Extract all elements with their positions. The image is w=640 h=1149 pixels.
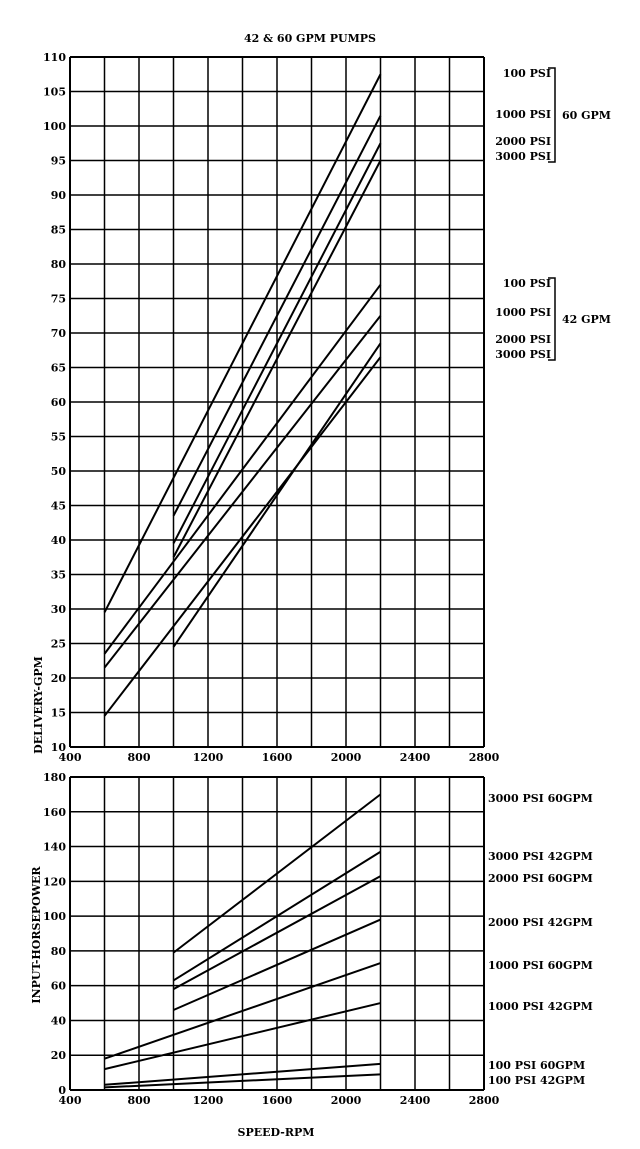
delivery-legend-group-label: 60 GPM [562,109,611,122]
hp-series-line-0 [172,793,382,954]
delivery-y-tick-label: 65 [51,362,66,375]
delivery-y-axis-label: DELIVERY-GPM [32,656,45,754]
chart-title: 42 & 60 GPM PUMPS [244,32,376,45]
delivery-y-tick-label: 110 [43,51,66,64]
delivery-x-tick-label: 800 [128,751,151,764]
delivery-series [103,73,382,717]
delivery-series-line-4 [103,284,382,655]
delivery-grid [69,56,485,748]
delivery-series-line-2 [172,142,382,544]
horsepower-y-axis-label: INPUT-HORSEPOWER [30,866,43,1004]
hp-y-tick-label: 80 [51,945,67,958]
delivery-legend-bracket [548,67,556,163]
hp-y-tick-label: 60 [51,980,67,993]
delivery-x-tick-label: 1200 [193,751,224,764]
hp-legend-entry: 2000 PSI 42GPM [488,916,593,929]
delivery-series-line-7 [103,356,382,717]
hp-series-line-7 [104,1073,381,1089]
delivery-y-tick-label: 55 [51,431,66,444]
hp-series-line-5 [104,1002,381,1071]
hp-legend-entry: 100 PSI 42GPM [488,1074,585,1087]
delivery-y-tick-label: 95 [51,155,66,168]
hp-y-tick-label: 120 [43,875,66,888]
delivery-y-tick-label: 75 [51,293,66,306]
hp-y-tick-label: 100 [43,910,66,923]
delivery-y-tick-label: 60 [51,396,67,409]
hp-y-tick-label: 0 [58,1084,66,1097]
delivery-y-tick-label: 30 [51,603,67,616]
hp-series-line-4 [104,962,381,1060]
hp-x-tick-label: 1200 [193,1094,224,1107]
speed-x-axis-label: SPEED-RPM [238,1126,315,1139]
delivery-y-tick-label: 90 [51,189,67,202]
hp-series-line-6 [104,1062,381,1086]
hp-series-line-1 [172,850,382,982]
horsepower-legend: 3000 PSI 60GPM 3000 PSI 42GPM 2000 PSI 60G… [488,792,593,1087]
delivery-legend-entry: 3000 PSI [495,150,551,163]
delivery-y-tick-label: 10 [51,741,67,754]
hp-legend-entry: 1000 PSI 42GPM [488,1000,593,1013]
horsepower-series [104,793,382,1089]
hp-x-tick-label: 2000 [331,1094,362,1107]
delivery-legend-entry: 3000 PSI [495,348,551,361]
delivery-x-tick-label: 2800 [469,751,500,764]
delivery-tick-labels: 400 800 1200 1600 2000 2400 2800 10 15 20 25 30 35 40… [43,51,500,764]
delivery-y-tick-label: 105 [43,86,66,99]
hp-legend-entry: 1000 PSI 60GPM [488,959,593,972]
delivery-x-tick-label: 1600 [262,751,293,764]
hp-legend-entry: 100 PSI 60GPM [488,1059,585,1072]
delivery-legend-bracket [548,277,556,361]
delivery-series-line-1 [172,115,382,517]
delivery-y-tick-label: 70 [51,327,67,340]
delivery-y-tick-label: 25 [51,638,66,651]
delivery-legend-entry: 1000 PSI [495,306,551,319]
delivery-y-tick-label: 80 [51,258,67,271]
delivery-y-tick-label: 40 [51,534,67,547]
hp-series-line-3 [173,918,381,1011]
horsepower-tick-labels: 400 800 1200 1600 2000 2400 2800 0 20 40 60 80 100 12… [43,771,500,1107]
hp-y-tick-label: 40 [51,1014,67,1027]
delivery-legend-entry: 100 PSI [503,277,551,290]
hp-x-tick-label: 1600 [262,1094,293,1107]
delivery-series-line-3 [172,160,382,558]
hp-legend-entry: 3000 PSI 60GPM [488,792,593,805]
delivery-series-line-0 [103,73,382,613]
hp-legend-entry: 3000 PSI 42GPM [488,850,593,863]
delivery-x-tick-label: 2000 [331,751,362,764]
hp-x-tick-label: 2800 [469,1094,500,1107]
delivery-chart: 400 800 1200 1600 2000 2400 2800 10 15 20 25 30 35 40… [32,51,611,764]
hp-y-tick-label: 140 [43,841,66,854]
delivery-legend-group-label: 42 GPM [562,313,611,326]
delivery-y-tick-label: 20 [51,672,67,685]
delivery-y-tick-label: 100 [43,120,66,133]
hp-legend-entry: 2000 PSI 60GPM [488,872,593,885]
hp-x-tick-label: 2400 [400,1094,431,1107]
delivery-y-tick-label: 85 [51,224,66,237]
delivery-legend-entry: 2000 PSI [495,135,551,148]
hp-y-tick-label: 160 [43,806,66,819]
delivery-legend-entry: 100 PSI [503,67,551,80]
hp-x-tick-label: 800 [128,1094,151,1107]
hp-x-tick-label: 400 [59,1094,82,1107]
delivery-legend-entry: 1000 PSI [495,108,551,121]
delivery-y-tick-label: 15 [51,707,66,720]
horsepower-chart: 400 800 1200 1600 2000 2400 2800 0 20 40 60 80 100 12… [30,771,593,1139]
delivery-series-line-5 [103,315,382,669]
delivery-series-line-6 [172,342,382,648]
delivery-legend: 100 PSI 1000 PSI 2000 PSI 3000 PSI 60 GPM 100… [495,67,611,361]
hp-y-tick-label: 20 [51,1049,67,1062]
delivery-y-tick-label: 35 [51,569,66,582]
delivery-legend-entry: 2000 PSI [495,333,551,346]
delivery-x-tick-label: 400 [59,751,82,764]
delivery-y-tick-label: 45 [51,500,66,513]
delivery-x-tick-label: 2400 [400,751,431,764]
hp-y-tick-label: 180 [43,771,66,784]
hp-series-line-2 [173,875,381,991]
delivery-y-tick-label: 50 [51,465,67,478]
